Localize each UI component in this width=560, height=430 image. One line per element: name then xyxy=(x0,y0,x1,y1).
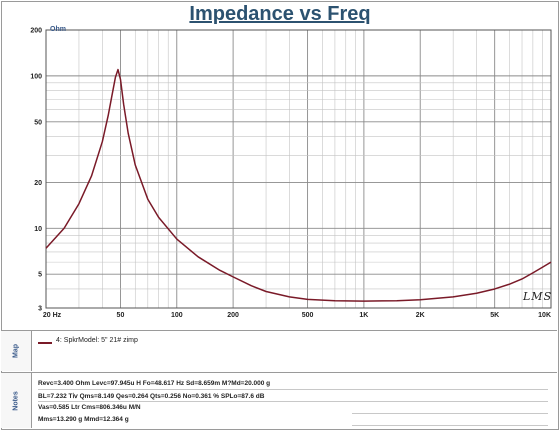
map-sidebar: Map xyxy=(1,331,32,371)
note-line: Revc=3.400 Ohm Levc=97.945u H Fo=48.617 … xyxy=(38,380,271,387)
divider xyxy=(1,372,557,373)
x-tick-label: 5K xyxy=(490,312,499,319)
x-tick-label: 10K xyxy=(538,312,551,319)
y-tick-label: 5 xyxy=(38,272,42,279)
x-tick-label: 100 xyxy=(171,312,183,319)
plot-border xyxy=(45,29,552,309)
chart-series xyxy=(45,68,552,302)
chart-title: Impedance vs Freq xyxy=(189,3,371,25)
note-rule xyxy=(38,401,548,402)
impedance-chart: 20 Hz 50 100 200 500 1K 2K 5K 10K 3 5 10 20 50 100 200 O… xyxy=(30,26,552,319)
x-tick-label: 500 xyxy=(302,312,314,319)
y-tick-label: 100 xyxy=(30,73,42,80)
x-tick-label: 20 Hz xyxy=(43,312,62,319)
legend-swatch xyxy=(38,342,52,344)
legend-area: 4: SpkrModel: 5" 21# zimp xyxy=(32,334,557,370)
note-rule xyxy=(38,389,548,390)
y-tick-label: 50 xyxy=(34,119,42,126)
legend-entry[interactable]: 4: SpkrModel: 5" 21# zimp xyxy=(56,337,138,344)
x-tick-label: 200 xyxy=(227,312,239,319)
series-line xyxy=(45,68,552,302)
plot-area xyxy=(46,30,551,308)
chart-axes xyxy=(45,29,552,309)
divider xyxy=(1,330,557,331)
x-tick-label: 2K xyxy=(416,312,425,319)
chart-grid xyxy=(45,29,552,309)
note-line: BL=7.232 Tⅳ Qms=8.149 Qes=0.264 Qts=0.25… xyxy=(38,393,265,400)
y-tick-label: 200 xyxy=(30,28,42,35)
note-rule xyxy=(352,413,548,414)
y-axis-unit: Ohm xyxy=(50,26,66,33)
x-tick-label: 1K xyxy=(359,312,368,319)
note-line: Mms=13.290 g Mmd=12.364 g xyxy=(38,416,129,423)
notes-area: Revc=3.400 Ohm Levc=97.945u H Fo=48.617 … xyxy=(32,376,557,428)
chart-ticks: 20 Hz 50 100 200 500 1K 2K 5K 10K 3 5 10 20 50 100 200 O… xyxy=(30,26,551,319)
note-line: Vas=0.585 Ltr Cms=806.346u M/N xyxy=(38,404,141,411)
x-tick-label: 50 xyxy=(117,312,125,319)
signature-logo: LMS xyxy=(523,290,553,303)
map-label: Map xyxy=(12,344,20,358)
notes-sidebar: Notes xyxy=(1,373,32,428)
y-tick-label: 10 xyxy=(34,226,42,233)
note-rule xyxy=(352,425,548,426)
notes-label: Notes xyxy=(12,390,20,411)
y-tick-label: 20 xyxy=(34,180,42,187)
y-tick-label: 3 xyxy=(38,306,42,313)
